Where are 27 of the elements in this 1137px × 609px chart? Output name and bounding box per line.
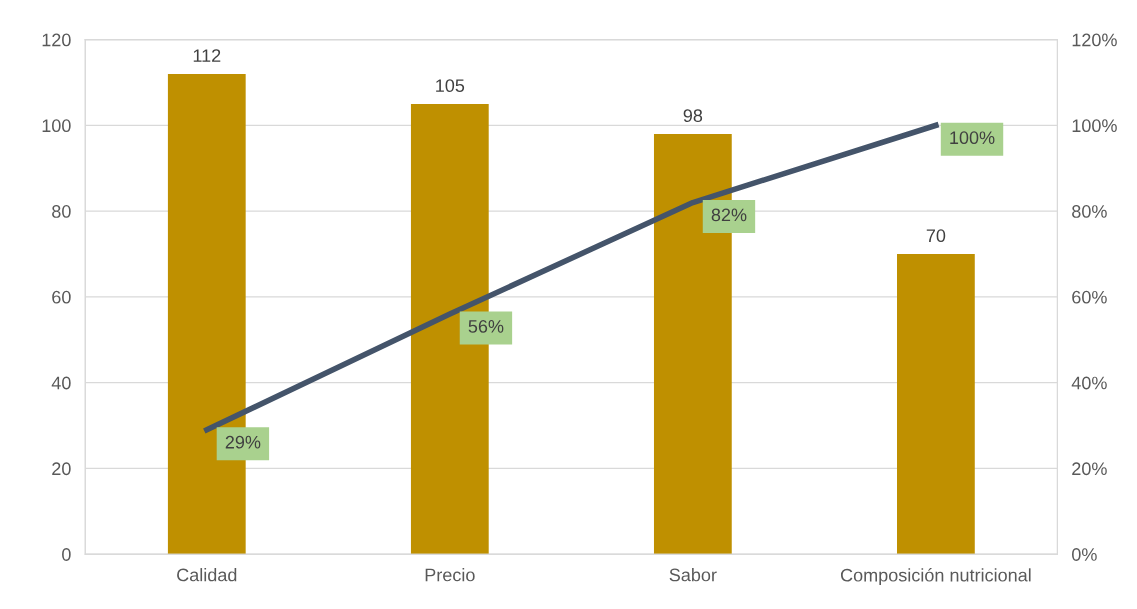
y-tick-label: 0 bbox=[62, 548, 71, 561]
x-tick-label: Precio bbox=[425, 568, 475, 582]
y2-tick-label: 100% bbox=[1072, 119, 1117, 133]
data-label: 82% bbox=[711, 208, 747, 222]
y2-tick-label: 40% bbox=[1071, 376, 1107, 390]
y-tick-label: 120 bbox=[42, 33, 71, 47]
data-label: 29% bbox=[225, 435, 261, 449]
y2-tick-label: 20% bbox=[1072, 462, 1107, 476]
data-label: 100% bbox=[950, 131, 995, 145]
data-label: 105 bbox=[436, 79, 465, 93]
y-tick-label: 80 bbox=[52, 205, 71, 218]
x-tick-label: Composición nutricional bbox=[840, 568, 1031, 586]
data-label: 112 bbox=[193, 49, 221, 62]
data-label: 70 bbox=[926, 229, 946, 243]
y2-tick-label: 0% bbox=[1072, 548, 1097, 561]
y2-tick-label: 60% bbox=[1072, 290, 1107, 304]
x-tick-label: Sabor bbox=[669, 568, 717, 582]
y-tick-label: 60 bbox=[52, 290, 71, 304]
y-tick-label: 100 bbox=[42, 119, 71, 133]
y-tick-label: 20 bbox=[52, 462, 71, 476]
x-tick-label: Calidad bbox=[177, 568, 237, 582]
data-label: 98 bbox=[683, 109, 703, 123]
data-label: 56% bbox=[468, 319, 504, 333]
bar bbox=[897, 254, 975, 555]
y-tick-label: 40 bbox=[51, 376, 71, 390]
y2-tick-label: 80% bbox=[1072, 205, 1107, 218]
y2-tick-label: 120% bbox=[1072, 33, 1117, 47]
